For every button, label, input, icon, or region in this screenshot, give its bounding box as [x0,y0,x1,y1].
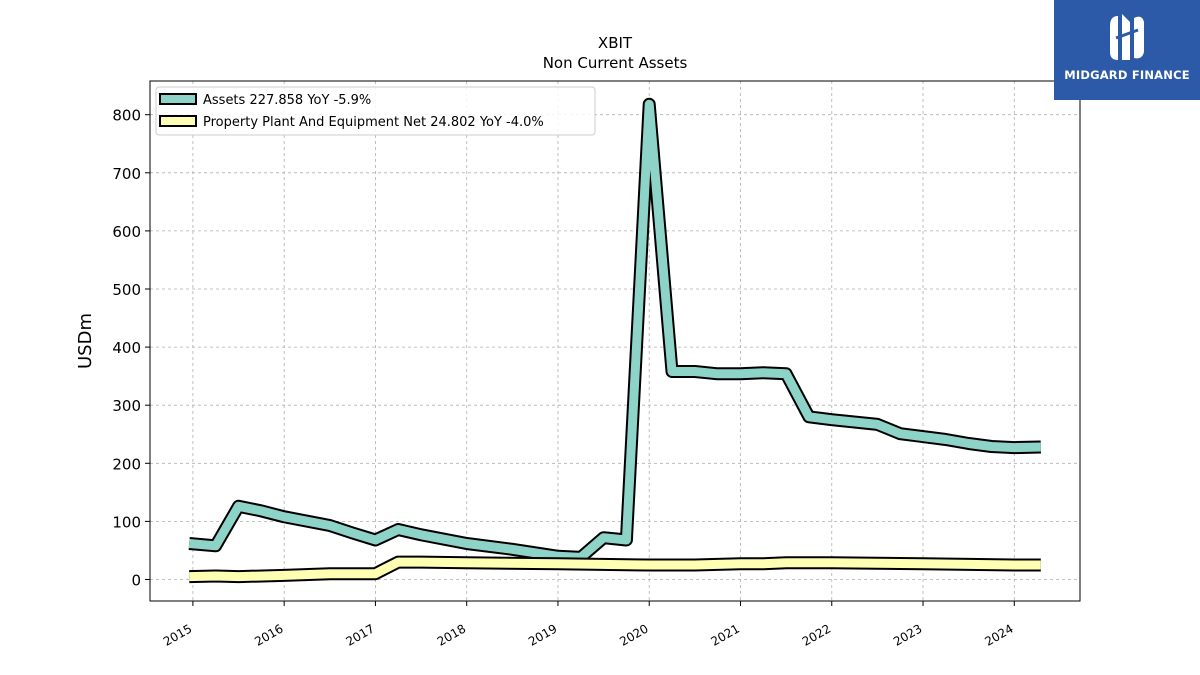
y-tick-label: 600 [112,223,141,241]
y-tick-label: 100 [112,513,141,531]
x-tick-label: 2023 [891,621,924,648]
legend-swatch [159,115,197,127]
x-tick-label: 2020 [617,621,650,648]
x-tick-label: 2024 [982,621,1015,648]
y-tick-label: 300 [112,397,141,415]
series-line-1 [189,557,1041,582]
y-tick-label: 400 [112,339,141,357]
legend: Assets 227.858 YoY -5.9% Property Plant A… [155,86,596,136]
series-line-0 [188,99,1041,562]
legend-swatch [159,93,197,105]
plot-frame [149,80,1081,602]
x-tick-label: 2016 [252,621,285,648]
legend-box [155,86,596,136]
x-tick-label: 2017 [343,621,376,648]
legend-entry: Assets 227.858 YoY -5.9% [203,93,371,108]
x-tick-label: 2019 [526,621,559,648]
x-tick-label: 2018 [435,621,468,648]
y-axis-label: USDm [75,313,96,369]
y-tick-label: 800 [112,107,141,125]
x-tick-label: 2021 [709,621,742,648]
x-tick-label: 2022 [800,621,833,648]
x-tick-label: 2015 [161,621,194,648]
y-tick-label: 200 [112,455,141,473]
y-tick-label: 700 [112,165,141,183]
midgard-logo-icon [1110,14,1144,60]
legend-entry: Property Plant And Equipment Net 24.802 … [203,115,544,130]
series-outline-0 [188,97,1041,564]
y-tick-label: 0 [131,572,141,590]
chart-title: XBIT [598,34,633,52]
brand-name: MIDGARD FINANCE [1064,68,1190,82]
series-layer [188,97,1041,584]
brand-logo: MIDGARD FINANCE [1054,0,1200,100]
chart-subtitle: Non Current Assets [543,54,688,72]
y-tick-label: 500 [112,281,141,299]
